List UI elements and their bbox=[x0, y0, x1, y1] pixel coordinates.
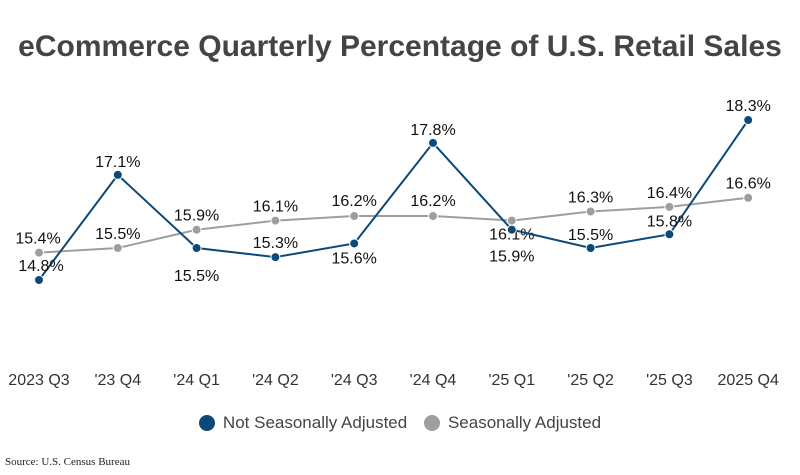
data-point bbox=[34, 275, 44, 285]
source-note: Source: U.S. Census Bureau bbox=[5, 456, 130, 468]
legend-item-sa[interactable]: Seasonally Adjusted bbox=[423, 413, 602, 433]
x-tick-label: 2023 Q3 bbox=[8, 372, 69, 389]
legend: Not Seasonally Adjusted Seasonally Adjus… bbox=[0, 413, 800, 436]
x-tick-label: '24 Q2 bbox=[252, 372, 299, 389]
data-label: 15.5% bbox=[95, 226, 140, 243]
data-point bbox=[34, 247, 44, 258]
data-point bbox=[585, 206, 596, 217]
series-line-1 bbox=[38, 196, 749, 254]
data-point bbox=[270, 215, 281, 226]
data-label: 15.5% bbox=[174, 268, 219, 285]
data-label: 16.1% bbox=[489, 227, 534, 244]
data-label: 15.4% bbox=[15, 231, 60, 248]
x-tick-label: '24 Q4 bbox=[410, 372, 457, 389]
data-label: 15.8% bbox=[647, 213, 692, 230]
data-label: 16.4% bbox=[647, 185, 692, 202]
data-label: 16.3% bbox=[568, 189, 613, 206]
data-label: 17.1% bbox=[95, 154, 140, 171]
data-point bbox=[428, 211, 438, 222]
series-line-0 bbox=[38, 119, 750, 281]
data-label: 15.5% bbox=[568, 227, 613, 244]
data-label: 15.3% bbox=[253, 235, 298, 252]
data-point bbox=[191, 224, 202, 235]
data-label: 16.2% bbox=[410, 193, 455, 210]
data-point bbox=[664, 201, 675, 212]
x-tick-label: '24 Q3 bbox=[331, 372, 378, 389]
legend-label-nsa: Not Seasonally Adjusted bbox=[222, 413, 408, 432]
data-point bbox=[349, 238, 360, 249]
data-label: 15.9% bbox=[489, 249, 534, 266]
legend-label-sa: Seasonally Adjusted bbox=[447, 413, 602, 432]
data-point bbox=[349, 211, 360, 222]
x-tick-label: '25 Q2 bbox=[567, 372, 614, 389]
legend-marker-sa bbox=[423, 415, 440, 431]
x-tick-label: '23 Q4 bbox=[94, 372, 141, 389]
data-label: 17.8% bbox=[410, 122, 455, 139]
data-point bbox=[191, 243, 202, 254]
x-tick-label: '24 Q1 bbox=[173, 372, 220, 389]
data-label: 18.3% bbox=[726, 98, 771, 115]
data-label: 15.9% bbox=[174, 208, 219, 225]
data-label: 16.1% bbox=[253, 199, 298, 216]
x-tick-label: 2025 Q4 bbox=[718, 372, 779, 389]
data-point bbox=[664, 229, 675, 240]
data-label: 14.8% bbox=[18, 258, 63, 275]
data-point bbox=[270, 252, 281, 263]
data-point bbox=[112, 169, 123, 180]
data-point bbox=[428, 137, 438, 148]
data-point bbox=[506, 224, 517, 235]
data-point bbox=[743, 192, 754, 203]
data-point bbox=[112, 243, 123, 254]
legend-item-nsa[interactable]: Not Seasonally Adjusted bbox=[198, 413, 408, 433]
data-point bbox=[506, 215, 517, 226]
chart-title: eCommerce Quarterly Percentage of U.S. R… bbox=[18, 30, 782, 63]
data-label: 15.6% bbox=[332, 250, 377, 267]
data-point bbox=[585, 243, 596, 254]
data-point bbox=[743, 115, 754, 126]
data-label: 16.6% bbox=[726, 176, 771, 193]
x-tick-label: '25 Q1 bbox=[488, 372, 535, 389]
data-label: 16.2% bbox=[332, 193, 377, 210]
legend-marker-nsa bbox=[198, 415, 215, 431]
x-tick-label: '25 Q3 bbox=[646, 372, 693, 389]
